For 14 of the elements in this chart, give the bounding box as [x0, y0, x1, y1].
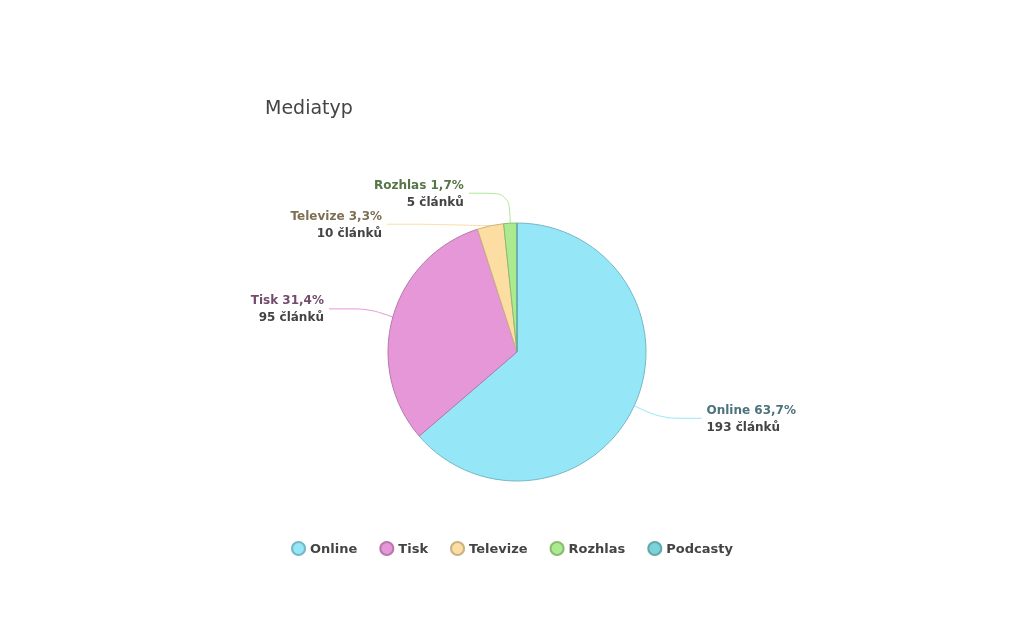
text: 193 článků	[706, 419, 781, 434]
category-label: Rozhlas 1,7%	[373, 177, 464, 192]
text: 5 článků	[406, 194, 464, 209]
legend-label: Televize	[469, 541, 528, 556]
legend-label: Tisk	[398, 541, 429, 556]
chart-title: Mediatyp	[265, 95, 353, 118]
text: 10 článků	[316, 225, 383, 240]
category-label: Online 63,7%	[706, 402, 796, 417]
legend-label: Online	[310, 541, 358, 556]
category-label: Televize 3,3%	[290, 208, 383, 223]
legend-label: Rozhlas	[568, 541, 626, 556]
legend-label: Podcasty	[666, 541, 734, 556]
text: 95 článků	[258, 310, 324, 325]
category-label: Tisk 31,4%	[250, 293, 324, 308]
